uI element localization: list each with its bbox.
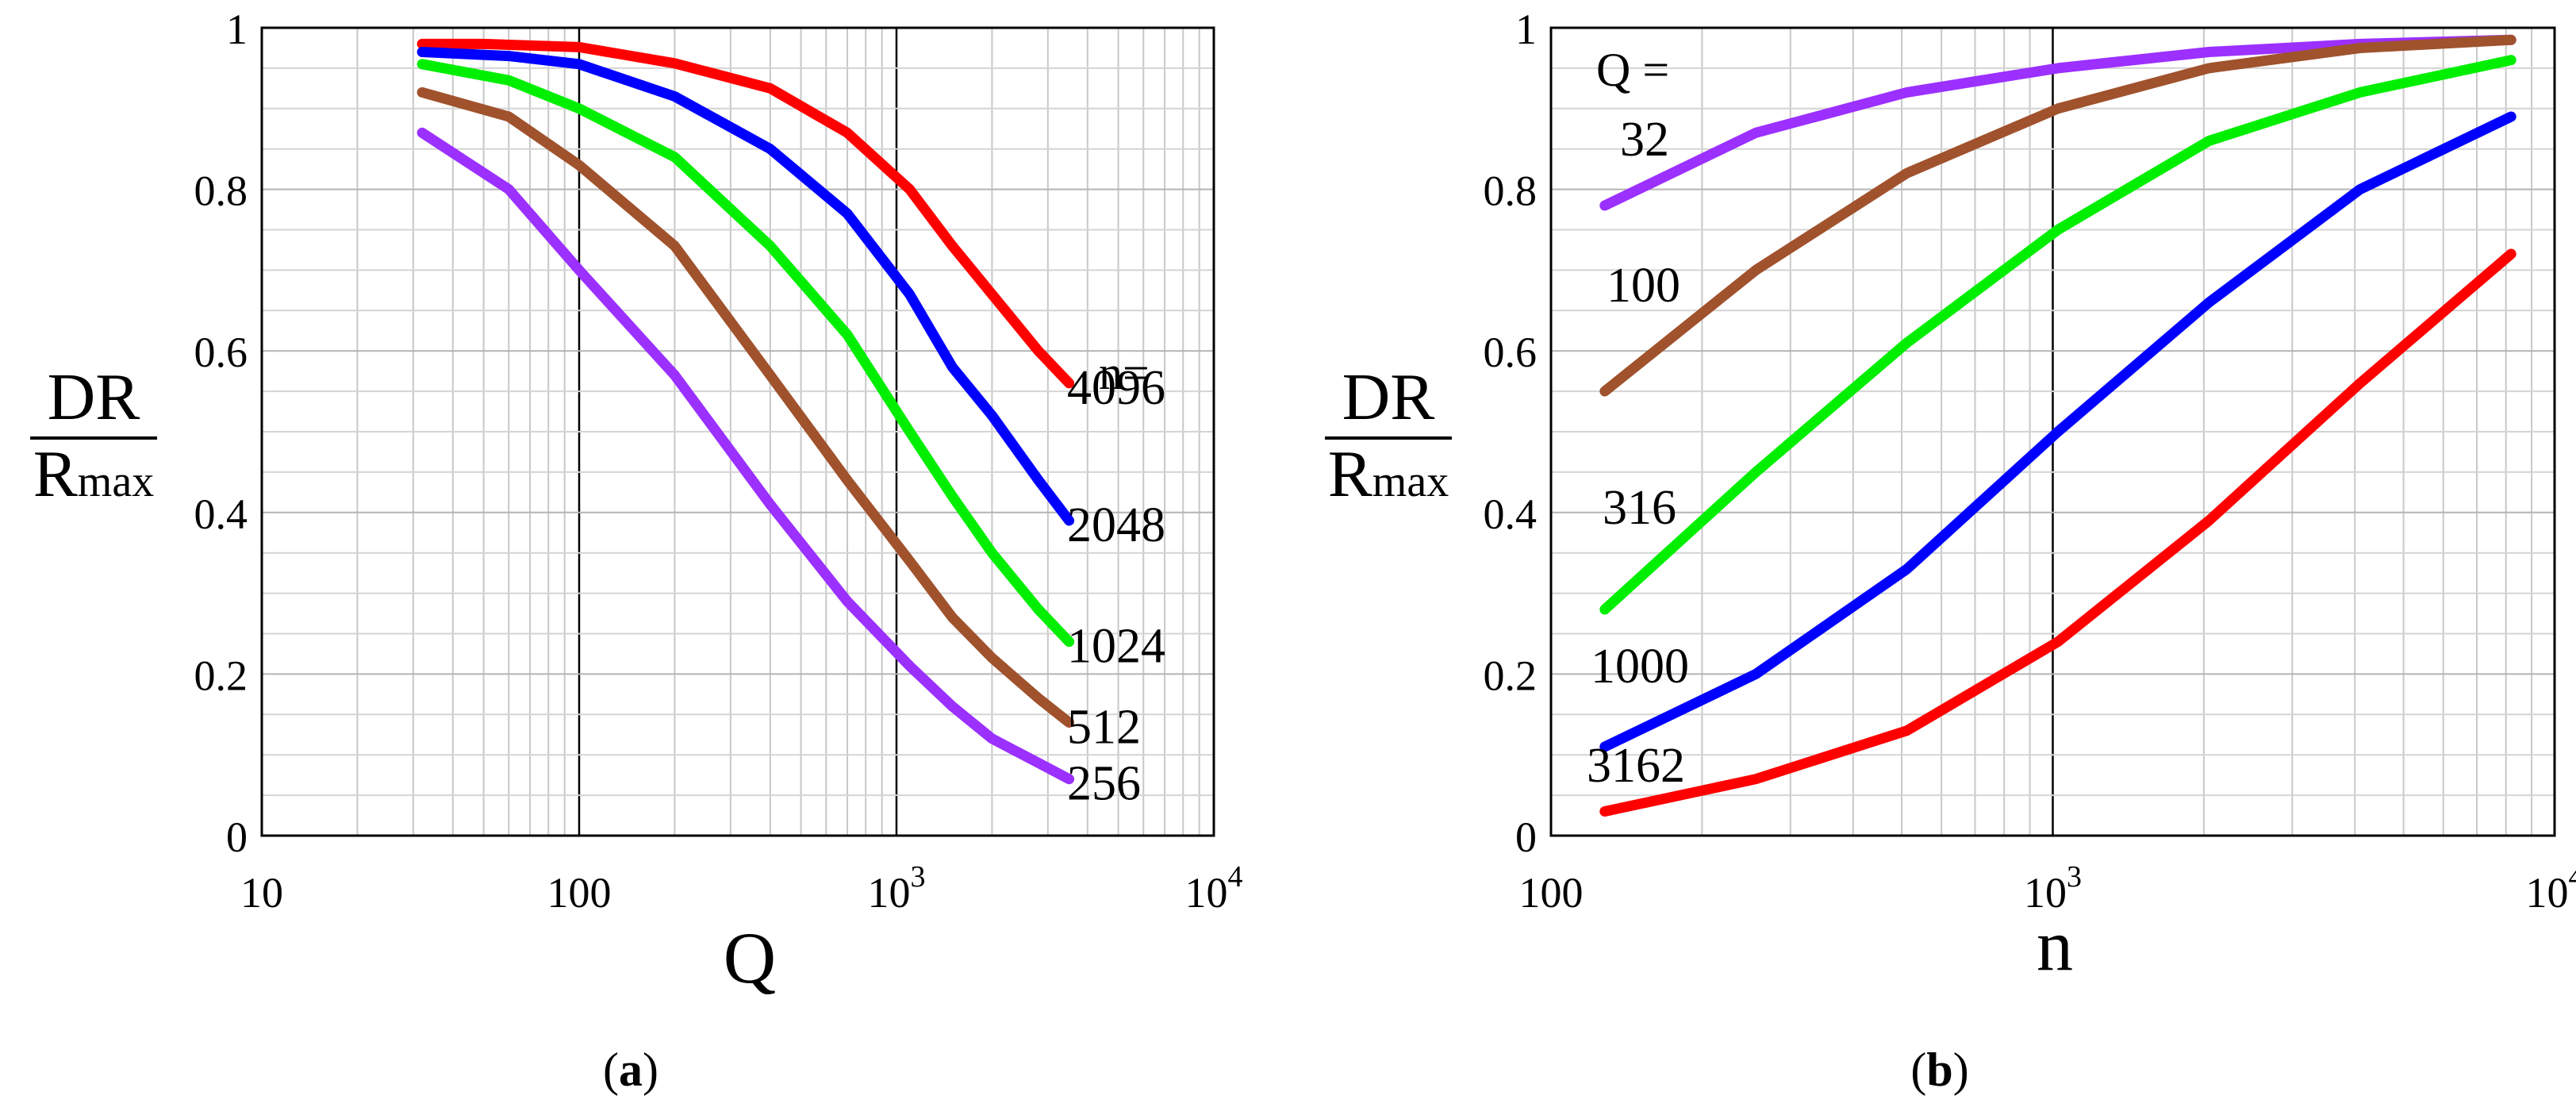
- panel-a-series-line-512: [417, 86, 1075, 728]
- panel-b-caption-letter: b: [1926, 1044, 1952, 1096]
- panel-b-y-tick-label: 0.8: [1484, 167, 1538, 215]
- panel-a-caption-letter: a: [619, 1044, 643, 1096]
- panel-a-x-tick-base: 10: [868, 869, 911, 917]
- panel-a-series-label-1024: 1024: [1067, 620, 1165, 674]
- panel-b-y-axis-label: DR Rmax: [1325, 360, 1452, 511]
- panel-a-y-tick-label: 0.4: [194, 490, 248, 538]
- panel-a-y-axis-label: DR Rmax: [30, 360, 157, 511]
- panel-b-ylabel-numerator: DR: [1342, 360, 1435, 434]
- panel-a-x-tick-base: 100: [547, 869, 612, 917]
- panel-b-series-line-1000: [1599, 111, 2516, 752]
- panel-b-caption-close: ): [1953, 1044, 1969, 1096]
- panel-a-x-tick-label: 103: [868, 860, 926, 917]
- panel-b-x-axis-label: n: [2037, 905, 2073, 986]
- panel-a-caption-open: (: [603, 1044, 619, 1096]
- panel-b-x-tick-base: 10: [2024, 869, 2067, 917]
- panel-b-series-line-3162: [1599, 248, 2516, 817]
- panel-b-series-line-316: [1599, 55, 2516, 615]
- panel-a-x-tick-base: 10: [240, 869, 283, 917]
- panel-b-series-label-1000: 1000: [1591, 640, 1689, 694]
- panel-a-y-tick-label: 0.6: [194, 329, 248, 376]
- panel-a-ylabel-denominator-r: R: [33, 437, 78, 511]
- panel-a-ylabel-numerator: DR: [48, 360, 140, 434]
- panel-a-y-tick-label: 1: [226, 6, 248, 53]
- panel-b-x-tick-exponent: 4: [2569, 860, 2576, 894]
- panel-a-y-tick-label: 0.2: [194, 652, 248, 699]
- panel-a-series-line-1024: [417, 59, 1075, 648]
- panel-a-x-axis-label: Q: [724, 917, 776, 998]
- panel-a-ylabel-denominator-sub: max: [78, 457, 154, 506]
- panel-b-y-tick-label: 0.2: [1484, 652, 1538, 699]
- panel-b-series-line-100: [1599, 34, 2516, 397]
- panel-b-ylabel-denominator-r: R: [1328, 437, 1372, 511]
- panel-b-x-tick-base: 100: [1519, 869, 1584, 917]
- panel-a-series-label-4096: 4096: [1067, 361, 1165, 415]
- panel-b-legend-title: Q =: [1596, 44, 1669, 96]
- panel-b-series-label-100: 100: [1607, 259, 1680, 313]
- panel-b-y-tick-label: 0.4: [1484, 490, 1538, 538]
- panel-b-x-tick-label: 104: [2526, 860, 2576, 917]
- panel-a-y-tick-label: 0.8: [194, 167, 248, 215]
- panel-b-x-tick-label: 100: [1519, 869, 1584, 917]
- panel-a-series-line-2048: [417, 47, 1075, 526]
- panel-a-grid: [262, 28, 1214, 836]
- panel-b-series-label-316: 316: [1603, 481, 1676, 535]
- panel-b-series-label-3162: 3162: [1587, 739, 1685, 793]
- panel-b-legend: Q = 32 100 316 1000 3162: [1587, 44, 1689, 793]
- panel-a-series-label-512: 512: [1067, 700, 1141, 754]
- panel-a-x-tick-label: 10: [240, 869, 283, 917]
- panel-a-y-tick-label: 0: [226, 813, 248, 861]
- panel-b-y-tick-label: 0.6: [1484, 329, 1538, 376]
- panel-a-x-tick-label: 100: [547, 869, 612, 917]
- panel-b-ylabel-denominator: Rmax: [1328, 437, 1449, 511]
- panel-a-plot-frame: [260, 26, 1215, 837]
- panel-b-series-label-32: 32: [1620, 113, 1669, 167]
- panel-b-x-tick-base: 10: [2526, 869, 2569, 917]
- panel-a-caption: (a): [603, 1044, 658, 1096]
- panel-a-series-line-256: [417, 127, 1075, 785]
- panel-a-legend-title: n=: [1099, 347, 1150, 399]
- panel-b-series: [1599, 34, 2516, 817]
- panel-b-plot-frame: [1549, 26, 2556, 837]
- panel-a-x-tick-base: 10: [1185, 869, 1228, 917]
- panel-a-x-tick-exponent: 3: [911, 860, 926, 894]
- panel-a-ylabel-denominator: Rmax: [33, 437, 154, 511]
- panel-b-x-tick-label: 103: [2024, 860, 2082, 917]
- panel-b-caption: (b): [1910, 1044, 1968, 1096]
- panel-b-y-tick-label: 1: [1515, 6, 1537, 53]
- panel-b-ylabel-denominator-sub: max: [1372, 457, 1449, 506]
- panel-a-x-tick-exponent: 4: [1228, 860, 1243, 894]
- panel-a-caption-close: ): [643, 1044, 658, 1096]
- panel-a-series-line-4096: [417, 38, 1075, 389]
- panel-b-caption-open: (: [1910, 1044, 1926, 1096]
- panel-b-x-tick-exponent: 3: [2067, 860, 2082, 894]
- panel-a-series: [417, 38, 1075, 785]
- panel-a-series-label-256: 256: [1067, 757, 1141, 811]
- panel-a-x-tick-label: 104: [1185, 860, 1243, 917]
- panel-b-y-tick-label: 0: [1515, 813, 1537, 861]
- panel-a-series-label-2048: 2048: [1067, 498, 1165, 552]
